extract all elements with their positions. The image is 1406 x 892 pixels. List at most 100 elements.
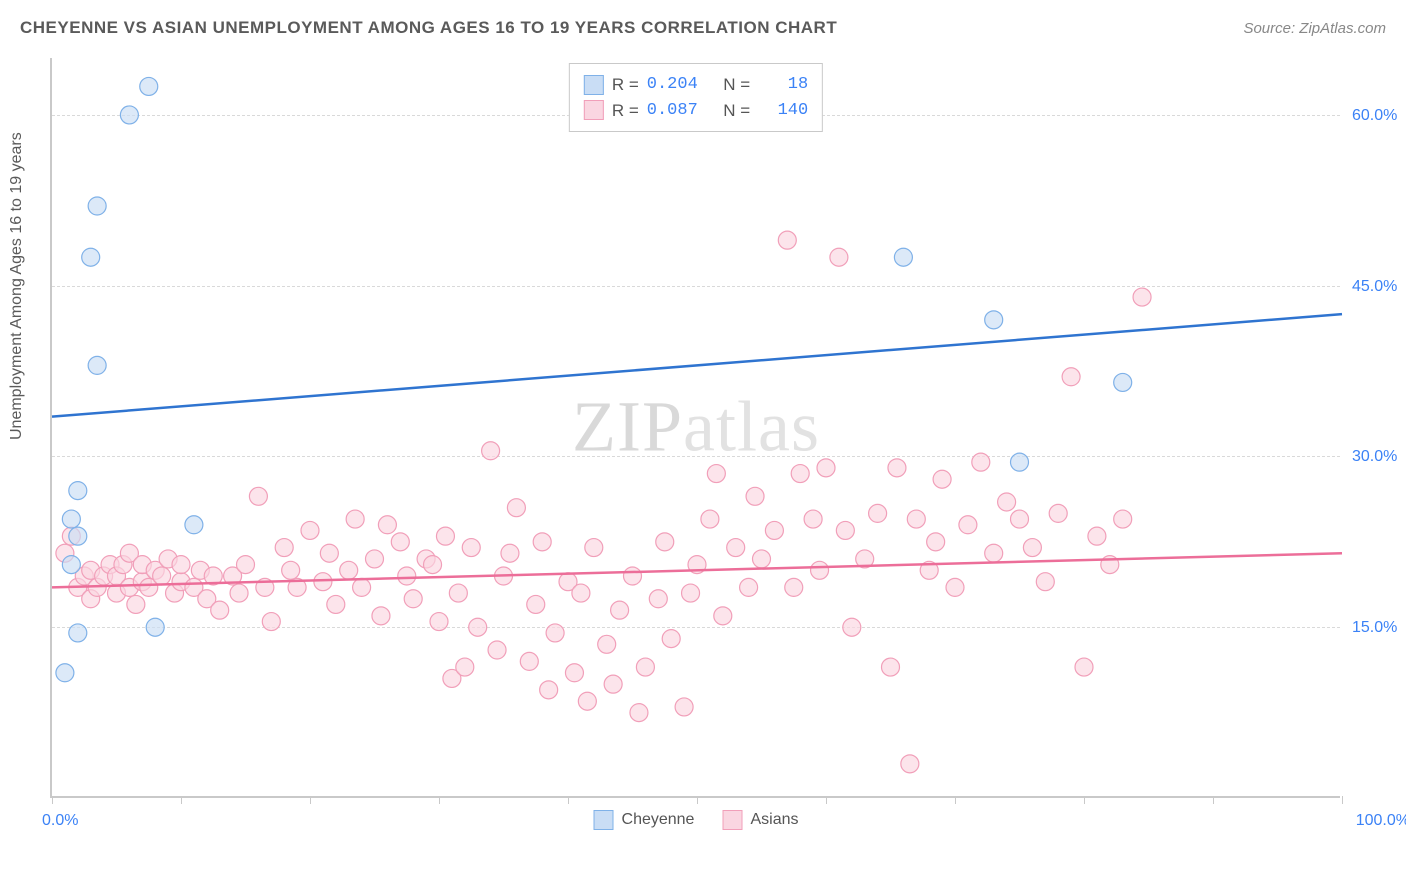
scatter-point (572, 584, 590, 602)
scatter-point (1088, 527, 1106, 545)
scatter-point (1133, 288, 1151, 306)
scatter-point (1011, 510, 1029, 528)
y-axis-label: Unemployment Among Ages 16 to 19 years (8, 132, 26, 440)
scatter-point (746, 487, 764, 505)
scatter-point (456, 658, 474, 676)
scatter-point (765, 521, 783, 539)
x-axis-max-label: 100.0% (1356, 812, 1406, 830)
legend-swatch (584, 75, 604, 95)
scatter-point (488, 641, 506, 659)
scatter-point (249, 487, 267, 505)
scatter-point (624, 567, 642, 585)
y-tick-label: 15.0% (1352, 619, 1406, 637)
scatter-point (1114, 510, 1132, 528)
scatter-point (88, 356, 106, 374)
x-tick (955, 796, 956, 804)
x-tick (568, 796, 569, 804)
scatter-point (88, 197, 106, 215)
scatter-point (56, 664, 74, 682)
legend-r-value: 0.087 (647, 98, 698, 124)
legend-r-label: R = (612, 98, 639, 124)
scatter-point (675, 698, 693, 716)
scatter-point (436, 527, 454, 545)
y-tick-label: 30.0% (1352, 448, 1406, 466)
legend-swatch (722, 810, 742, 830)
scatter-point (811, 561, 829, 579)
x-tick (310, 796, 311, 804)
scatter-point (946, 578, 964, 596)
scatter-point (404, 590, 422, 608)
scatter-point (172, 556, 190, 574)
scatter-point (69, 624, 87, 642)
scatter-point (604, 675, 622, 693)
legend-row: R =0.204 N =18 (584, 72, 808, 98)
legend-swatch (584, 100, 604, 120)
scatter-point (69, 527, 87, 545)
scatter-point (527, 595, 545, 613)
scatter-point (585, 539, 603, 557)
scatter-point (507, 499, 525, 517)
scatter-point (727, 539, 745, 557)
correlation-legend: R =0.204 N =18R =0.087 N =140 (569, 63, 823, 132)
scatter-point (985, 311, 1003, 329)
scatter-point (959, 516, 977, 534)
scatter-point (230, 584, 248, 602)
scatter-point (998, 493, 1016, 511)
scatter-point (662, 630, 680, 648)
scatter-point (611, 601, 629, 619)
scatter-point (140, 77, 158, 95)
scatter-point (275, 539, 293, 557)
scatter-point (785, 578, 803, 596)
scatter-point (533, 533, 551, 551)
scatter-point (901, 755, 919, 773)
scatter-point (636, 658, 654, 676)
legend-n-value: 18 (758, 72, 808, 98)
scatter-point (398, 567, 416, 585)
x-tick (697, 796, 698, 804)
scatter-point (682, 584, 700, 602)
scatter-point (327, 595, 345, 613)
scatter-point (714, 607, 732, 625)
scatter-point (378, 516, 396, 534)
scatter-point (146, 618, 164, 636)
scatter-point (701, 510, 719, 528)
scatter-point (927, 533, 945, 551)
scatter-point (1062, 368, 1080, 386)
scatter-point (843, 618, 861, 636)
scatter-point (972, 453, 990, 471)
legend-row: R =0.087 N =140 (584, 98, 808, 124)
scatter-point (1049, 504, 1067, 522)
scatter-point (120, 106, 138, 124)
scatter-point (565, 664, 583, 682)
x-axis-min-label: 0.0% (42, 812, 78, 830)
scatter-point (127, 595, 145, 613)
scatter-point (804, 510, 822, 528)
scatter-point (314, 573, 332, 591)
legend-r-value: 0.204 (647, 72, 698, 98)
scatter-point (82, 248, 100, 266)
x-tick (181, 796, 182, 804)
scatter-point (649, 590, 667, 608)
scatter-point (501, 544, 519, 562)
scatter-point (985, 544, 1003, 562)
x-tick (1084, 796, 1085, 804)
scatter-point (1011, 453, 1029, 471)
chart-title: CHEYENNE VS ASIAN UNEMPLOYMENT AMONG AGE… (20, 18, 837, 38)
scatter-point (449, 584, 467, 602)
scatter-point (462, 539, 480, 557)
scatter-point (630, 704, 648, 722)
scatter-point (1075, 658, 1093, 676)
scatter-point (740, 578, 758, 596)
scatter-point (1023, 539, 1041, 557)
scatter-point (346, 510, 364, 528)
scatter-point (320, 544, 338, 562)
scatter-point (778, 231, 796, 249)
x-tick (826, 796, 827, 804)
scatter-point (546, 624, 564, 642)
trend-line (52, 314, 1342, 416)
scatter-point (540, 681, 558, 699)
scatter-svg (52, 58, 1340, 796)
scatter-point (430, 613, 448, 631)
plot-area: ZIPatlas 15.0%30.0%45.0%60.0% R =0.204 N… (50, 58, 1340, 798)
source-attribution: Source: ZipAtlas.com (1243, 20, 1386, 37)
